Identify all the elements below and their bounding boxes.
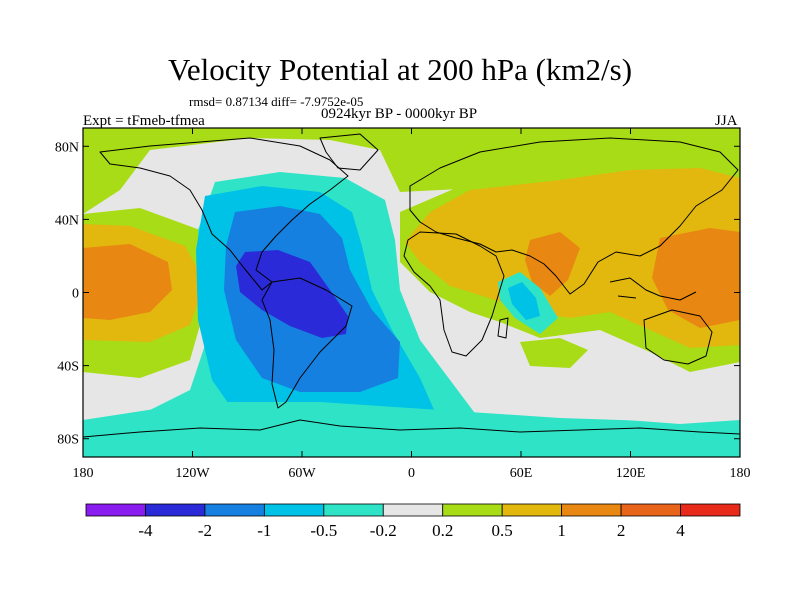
colorbar-swatch xyxy=(680,503,741,517)
y-tick-label: 40S xyxy=(57,360,79,375)
colorbar-swatch xyxy=(620,503,681,517)
field-southern-gray xyxy=(540,384,740,424)
axis-ticks: 180 120W 60W 0 60E 120E 180 80N 40N 0 40S 80S xyxy=(55,128,751,481)
colorbar-label: -1 xyxy=(257,521,271,540)
colorbar-label: 2 xyxy=(617,521,626,540)
x-tick-label: 120E xyxy=(616,466,646,481)
coast-south-america xyxy=(261,277,353,409)
x-tick-label: 60W xyxy=(288,466,316,481)
colorbar: -4 -2 -1 -0.5 -0.2 0.2 0.5 1 2 4 xyxy=(85,503,741,540)
coast-australia xyxy=(643,309,713,365)
x-tick-label: 180 xyxy=(73,466,94,481)
x-tick-label: 60E xyxy=(510,466,533,481)
coast-greenland xyxy=(319,133,379,171)
colorbar-swatch xyxy=(501,503,563,517)
colorbar-swatch xyxy=(442,503,503,517)
colorbar-swatch xyxy=(323,503,384,517)
coast-maritime-continent xyxy=(609,277,697,301)
y-tick-label: 80S xyxy=(57,433,79,448)
colorbar-swatch xyxy=(561,503,622,517)
coastlines xyxy=(83,133,740,438)
colorbar-label: 4 xyxy=(676,521,685,540)
coast-africa xyxy=(403,231,505,357)
x-tick-label: 120W xyxy=(175,466,210,481)
colorbar-swatch xyxy=(382,503,444,517)
field-darkblue xyxy=(236,250,348,338)
field-darkorange-wpacific xyxy=(652,228,740,328)
colorbar-swatch xyxy=(204,503,265,517)
coast-eurasia xyxy=(409,137,739,295)
field-positive-south-indian xyxy=(520,338,588,368)
page-title: Velocity Potential at 200 hPa (km2/s) xyxy=(167,52,633,87)
y-tick-label: 40N xyxy=(55,213,79,228)
stats-label: rmsd= 0.87134 diff= -7.9752e-05 xyxy=(189,94,364,109)
colorbar-label: -4 xyxy=(138,521,153,540)
field-darkorange-india xyxy=(525,232,580,296)
coast-antarctica xyxy=(83,419,740,438)
colorbar-label: 0.2 xyxy=(432,521,453,540)
x-tick-label: 180 xyxy=(730,466,751,481)
period-label: 0924kyr BP - 0000kyr BP xyxy=(321,106,478,122)
y-tick-label: 80N xyxy=(55,140,79,155)
colorbar-label: 0.5 xyxy=(492,521,513,540)
experiment-label: Expt = tFmeb-tfmea xyxy=(83,113,205,129)
y-tick-label: 0 xyxy=(72,287,79,302)
colorbar-swatch xyxy=(263,503,325,517)
velocity-potential-field xyxy=(83,128,740,457)
colorbar-label: -2 xyxy=(198,521,212,540)
field-darkorange-epacific xyxy=(83,244,172,320)
colorbar-label: -0.2 xyxy=(370,521,397,540)
colorbar-label: 1 xyxy=(557,521,566,540)
field-negative-arabian-core xyxy=(508,282,540,320)
field-positive-north xyxy=(83,128,740,240)
coast-madagascar xyxy=(497,317,509,339)
x-tick-label: 0 xyxy=(408,466,415,481)
colorbar-swatch xyxy=(85,503,146,517)
season-label: JJA xyxy=(715,113,738,129)
colorbar-label: -0.5 xyxy=(310,521,337,540)
coast-north-america xyxy=(99,137,349,291)
colorbar-swatch xyxy=(145,503,206,517)
